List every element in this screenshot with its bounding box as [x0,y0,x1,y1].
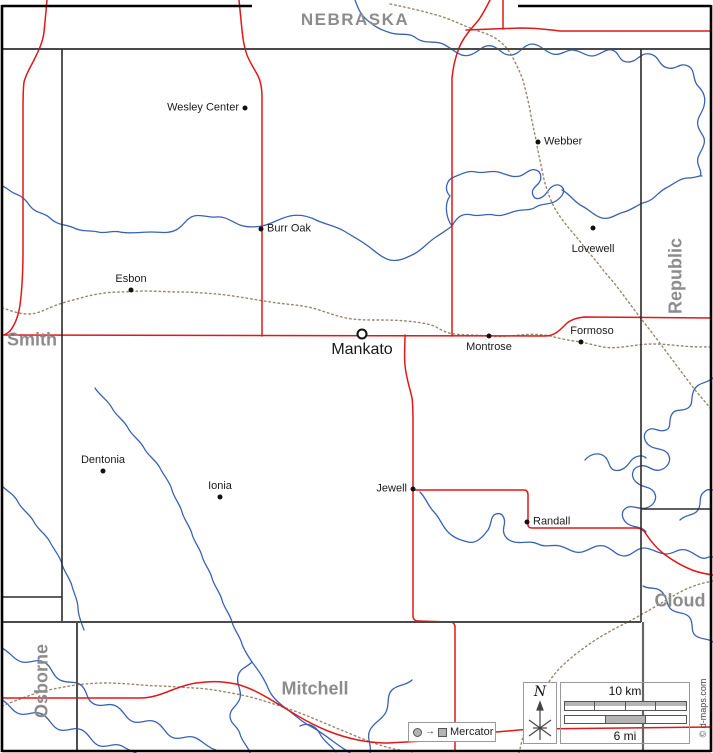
north-arrow-box: N [523,682,557,744]
trail-path [1,682,413,753]
river-path [561,175,703,220]
projection-legend: → Mercator [408,722,496,742]
river-path [299,723,337,753]
river-path [1,185,453,262]
river-path [229,661,253,753]
scale-bar-mi [563,715,687,724]
road-path [3,316,712,337]
compass-icon [528,700,552,740]
road-path [451,0,491,337]
projected-square-icon [438,727,447,737]
north-label: N [533,684,547,700]
road-path [238,0,263,337]
arrow-right-icon: → [425,726,435,737]
projection-name: Mercator [450,726,494,738]
reservoir-outline [445,168,565,227]
river-path [621,377,713,533]
river-path [1,647,217,751]
scale-bar-km [563,701,687,711]
river-path [251,661,351,753]
river-path [1,699,137,753]
scale-mi-label: 6 mi [613,729,637,743]
scale-km-label: 10 km [608,684,642,698]
road-path [1,680,712,744]
river-path [94,387,253,663]
river-path [679,488,713,521]
river-path [642,585,713,643]
boundaries-layer [2,48,711,751]
river-path [584,453,647,472]
river-path [367,679,413,753]
road-path [3,0,48,336]
map-frame [0,4,713,753]
globe-circle-icon [413,727,422,737]
river-path [419,491,713,559]
road-path [465,27,712,32]
road-path [412,489,713,576]
river-path [354,0,706,177]
river-path [1,485,85,631]
scale-bar-box: 10 km 6 mi [560,682,690,744]
